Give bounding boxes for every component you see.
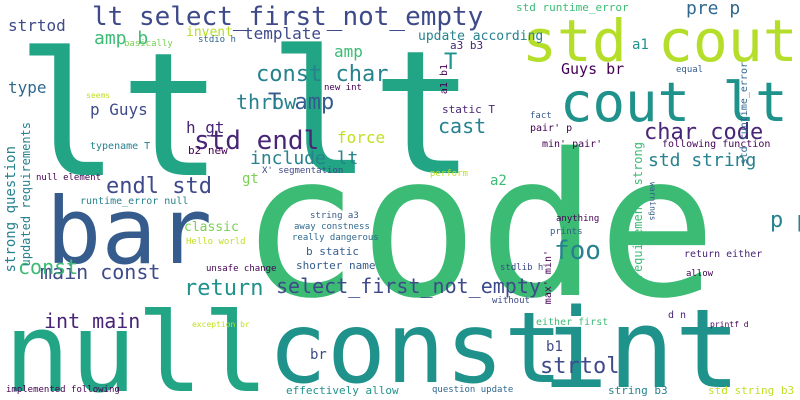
word-guys-br: Guys br: [561, 62, 624, 77]
word-a1-b1: a1 b1: [440, 64, 450, 94]
word-strong-question: strong question: [4, 146, 18, 272]
word-h-gt: h gt: [186, 120, 225, 136]
word-basically: basically: [124, 40, 173, 49]
word-min-pair: min' pair': [542, 140, 602, 150]
word-prints: prints: [550, 228, 583, 237]
word-new-int: new int: [324, 84, 362, 93]
word-b1: b1: [546, 340, 563, 354]
word-effectively-allow: question update: [432, 386, 513, 395]
word-hello-world: Hello world: [186, 238, 246, 247]
word-runtime-error-null: runtime_error null: [80, 197, 188, 207]
word-int-main: int main: [44, 311, 140, 331]
word-away-constness: away constness: [294, 223, 370, 232]
word-unsafe-change: unsafe change: [206, 265, 276, 274]
word-b2-new: b2 new: [188, 145, 228, 156]
word-exception-br: either first: [536, 318, 608, 328]
word-printf-d: implemented following: [6, 386, 120, 395]
word-stdlib-h: stdlib h: [500, 264, 543, 273]
word-cout: cout: [658, 12, 798, 70]
word-stdio-h: stdio h: [198, 36, 236, 45]
word-segmentation-fault: warnings: [648, 182, 656, 221]
word-requirements-strong: requirements strong: [632, 142, 644, 279]
word-std-runtime-error: std runtime_error: [516, 2, 629, 13]
word-return-either: return either: [684, 250, 762, 260]
word-const-char: const char: [256, 64, 388, 86]
word-a1: a1: [632, 38, 649, 52]
word-question-update: string b3: [608, 385, 668, 396]
word-string-b3: std string b3: [708, 385, 794, 396]
word-template: template: [244, 26, 321, 42]
word-x-segmentation: X' segmentation: [262, 167, 343, 176]
word-typename-t: typename T: [90, 142, 150, 152]
word-endl-std: endl std: [106, 176, 212, 198]
word-br: br: [310, 348, 327, 362]
word-select-first-not-empty: select_first_not_empty: [276, 276, 541, 296]
word-p-guys: p Guys: [90, 102, 148, 118]
word-pair-p: pair' p: [530, 124, 572, 134]
word-really-dangerous: really dangerous: [292, 234, 379, 243]
word-pre-p: pre p: [686, 0, 740, 18]
word-anything: anything: [556, 215, 599, 224]
word-foo: foo: [554, 238, 601, 264]
word-updated-requirements: updated requirements: [20, 122, 32, 267]
word-strtod: strtod: [8, 18, 66, 34]
word-amp: amp: [334, 44, 363, 60]
word-max-min: max' min': [544, 250, 554, 304]
word-d-n: printf d: [710, 321, 749, 329]
word-cast: cast: [438, 116, 486, 136]
word-allow: without: [492, 297, 530, 306]
word-shorter-name: shorter name: [296, 260, 375, 271]
word-return: return: [184, 278, 263, 300]
word-throw: throw: [236, 92, 296, 112]
word-b-static: b static: [306, 246, 359, 257]
word-string-a3: string a3: [310, 212, 359, 221]
word-following-function: following function: [662, 140, 770, 150]
word-classic: classic: [184, 221, 239, 234]
word-implemented-following: effectively allow: [286, 385, 399, 396]
word-either-first: d n: [668, 311, 686, 321]
word-seems: seems: [86, 92, 110, 100]
word-type: type: [8, 80, 47, 96]
word-force: force: [337, 130, 385, 146]
word-warnings: allow: [686, 270, 713, 279]
word-fact: fact: [530, 112, 552, 121]
word-static-t: static T: [442, 104, 495, 115]
word-null-element: null element: [36, 174, 101, 183]
word-a2: a2: [490, 174, 507, 188]
word-strtol: strtol: [540, 356, 619, 378]
word-without: exception br: [192, 321, 250, 329]
word-equal: equal: [676, 66, 703, 75]
word-gt: gt: [242, 172, 259, 186]
word-perform: perform: [430, 170, 468, 179]
word-a3-b3: a3 b3: [450, 40, 483, 51]
word-p-pre: p pre: [770, 210, 800, 232]
